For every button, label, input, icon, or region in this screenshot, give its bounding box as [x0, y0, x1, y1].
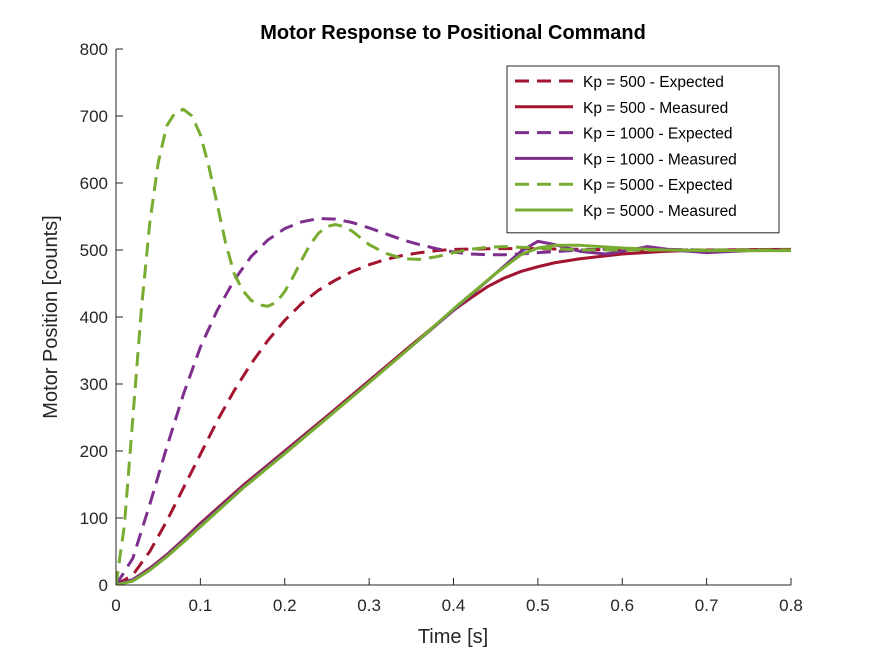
y-tick-label: 0	[99, 576, 108, 595]
series-line-5	[116, 107, 791, 585]
x-tick-label: 0.1	[189, 596, 213, 615]
chart-title: Motor Response to Positional Command	[260, 22, 646, 44]
legend-label: Kp = 1000 - Expected	[583, 126, 733, 143]
legend-label: Kp = 500 - Measured	[583, 100, 728, 117]
y-tick-label: 300	[80, 375, 108, 394]
x-tick-label: 0.6	[610, 596, 634, 615]
x-tick-label: 0	[111, 596, 120, 615]
x-tick-label: 0.8	[779, 596, 803, 615]
legend-label: Kp = 500 - Expected	[583, 74, 724, 91]
legend-label: Kp = 5000 - Measured	[583, 203, 737, 220]
x-tick-label: 0.2	[273, 596, 297, 615]
x-tick-label: 0.5	[526, 596, 550, 615]
y-axis-label: Motor Position [counts]	[40, 215, 62, 418]
x-axis-label: Time [s]	[418, 626, 488, 648]
x-tick-label: 0.3	[357, 596, 381, 615]
y-tick-label: 200	[80, 442, 108, 461]
legend-box	[506, 65, 780, 234]
legend-label: Kp = 5000 - Expected	[583, 177, 733, 194]
y-tick-label: 600	[80, 174, 108, 193]
x-tick-label: 0.7	[695, 596, 719, 615]
y-tick-label: 500	[80, 241, 108, 260]
series-line-3	[116, 217, 791, 585]
legend-label: Kp = 1000 - Measured	[583, 151, 737, 168]
x-tick-label: 0.4	[442, 596, 466, 615]
y-tick-label: 100	[80, 509, 108, 528]
series-line-6	[116, 243, 791, 585]
plot-area	[116, 107, 791, 585]
legend: Kp = 500 - Expected Kp = 500 - Measured Kp…	[506, 65, 780, 234]
y-tick-label: 700	[80, 107, 108, 126]
axes: 0 0.1 0.2 0.3 0.4 0.5 0.6 0.7 0.8 0 100 200 300 400 50…	[80, 40, 803, 615]
y-tick-label: 400	[80, 308, 108, 327]
y-tick-label: 800	[80, 40, 108, 59]
